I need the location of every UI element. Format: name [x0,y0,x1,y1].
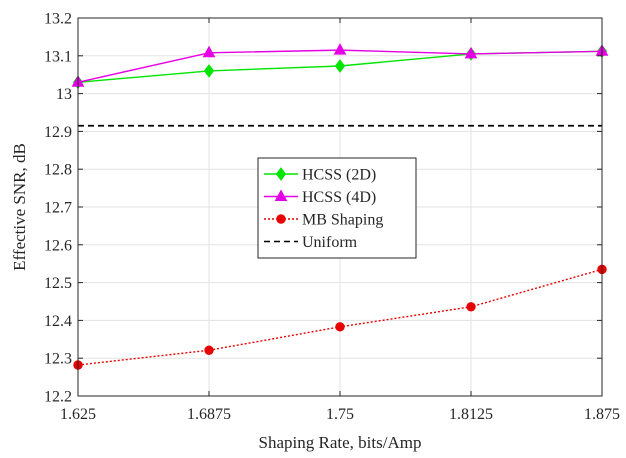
legend-marker-hcss-2d [275,167,287,181]
legend-label-hcss-2d: HCSS (2D) [302,167,376,184]
x-tick-label: 1.625 [60,406,96,423]
y-tick-label: 12.3 [44,351,72,368]
series-hcss-4d [71,43,609,87]
legend-marker-mb-shaping [276,214,286,224]
legend-marker-hcss-4d [274,189,288,201]
legend-label-mb-shaping: MB Shaping [302,212,383,229]
y-tick-label: 12.2 [44,389,72,406]
data-point-hcss-4d [202,45,216,58]
data-point-hcss-2d [334,59,346,73]
y-tick-label: 12.7 [44,200,72,217]
y-tick-label: 13 [56,86,72,103]
axis-ticks: 12.2 12.3 12.4 12.5 12.6 12.7 12.8 12.9 13 13.1 13… [44,11,620,424]
x-tick-label: 1.875 [584,406,620,423]
data-point-mb-shaping [204,345,214,355]
y-tick-label: 13.2 [44,11,72,28]
y-tick-label: 12.6 [44,237,72,254]
data-point-mb-shaping [335,322,345,332]
data-point-hcss-2d [203,64,215,78]
y-tick-label: 12.9 [44,124,72,141]
y-tick-label: 12.5 [44,275,72,292]
y-tick-label: 12.4 [44,313,72,330]
legend-label-uniform: Uniform [302,234,358,251]
y-tick-label: 13.1 [44,48,72,65]
legend-label-hcss-4d: HCSS (4D) [302,189,376,206]
y-tick-label: 12.8 [44,162,72,179]
x-tick-label: 1.75 [326,406,354,423]
x-tick-label: 1.6875 [187,406,231,423]
legend: HCSS (2D) HCSS (4D) MB Shaping Uniform [257,157,417,259]
data-point-hcss-4d [333,43,347,55]
data-point-mb-shaping [466,302,476,312]
x-axis-label: Shaping Rate, bits/Amp [259,433,422,452]
data-point-hcss-4d [464,46,478,59]
x-tick-label: 1.8125 [449,406,493,423]
y-axis-label: Effective SNR, dB [10,143,29,271]
